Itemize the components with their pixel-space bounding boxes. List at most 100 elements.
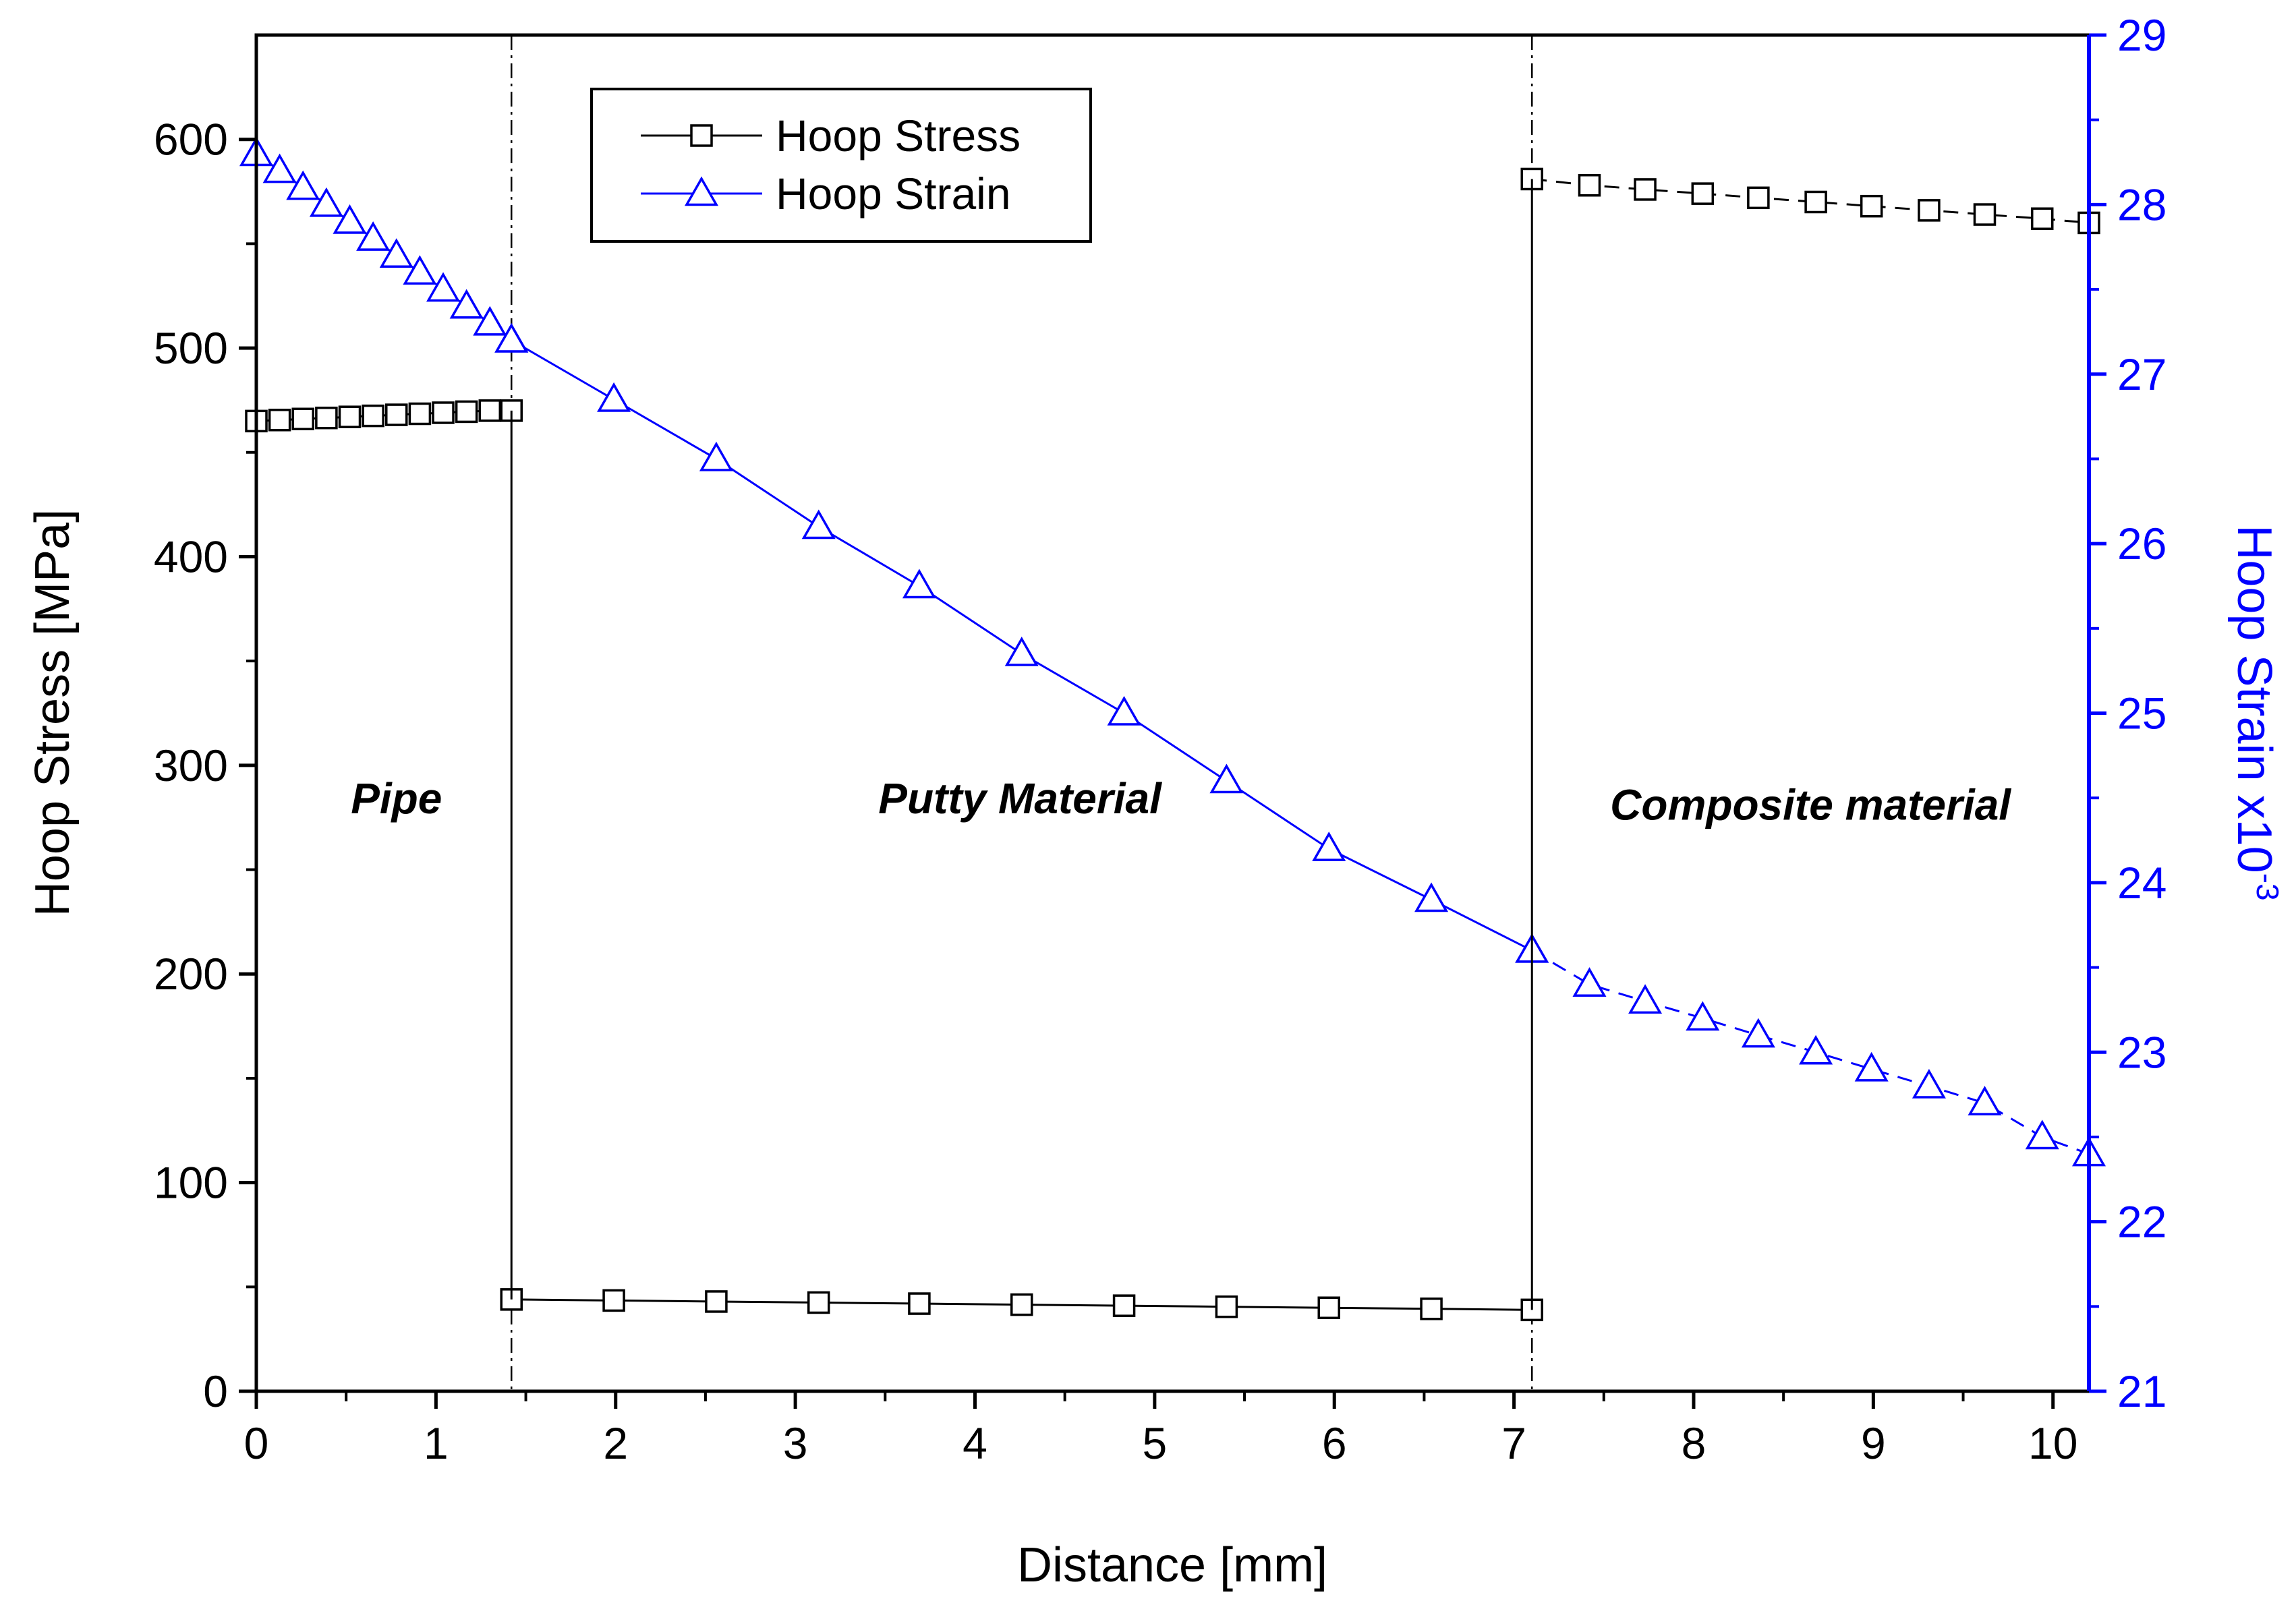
stress-data-point	[602, 1289, 625, 1312]
strain-data-point	[2025, 1119, 2059, 1150]
y-tick-label: 500	[154, 323, 228, 373]
legend-box	[590, 88, 1092, 243]
y-tick-label: 600	[154, 115, 228, 165]
y-tick-label: 200	[154, 949, 228, 999]
legend-hoop-strain-label: Hoop Strain	[776, 169, 1011, 218]
legend: Hoop Stress Hoop Strain	[590, 88, 1092, 243]
y2-tick-label: 25	[2117, 689, 2166, 738]
strain-data-point	[1686, 1001, 1720, 1031]
legend-hoop-strain-line	[641, 176, 762, 206]
legend-strain-marker	[684, 176, 719, 206]
region-label: Composite material	[1610, 780, 2011, 829]
y-tick-label: 100	[154, 1158, 228, 1208]
strain-data-point	[379, 238, 413, 268]
x-tick-label: 1	[424, 1418, 449, 1468]
stress-data-point	[268, 409, 291, 432]
strain-data-point	[1312, 832, 1346, 861]
strain-data-point	[699, 441, 733, 471]
x-axis-title: Distance [mm]	[1017, 1538, 1327, 1592]
region-label: Putty Material	[878, 774, 1162, 823]
stress-data-point	[408, 402, 432, 426]
stress-data-point	[338, 405, 362, 428]
strain-data-point	[801, 509, 836, 540]
strain-data-point	[426, 272, 461, 302]
stress-data-point	[1112, 1294, 1136, 1317]
y2-tick-label: 28	[2117, 179, 2166, 229]
x-axis-ticks: 0 1 2 3 4 5 6 7 8 9 10	[244, 1391, 2077, 1468]
x-tick-label: 8	[1682, 1418, 1706, 1468]
strain-data-point	[286, 170, 320, 200]
stress-data-point	[908, 1292, 931, 1315]
y2-axis-title-exponent: -3	[2250, 873, 2285, 901]
y2-tick-label: 24	[2117, 858, 2166, 908]
stress-data-point	[2030, 207, 2054, 231]
region-label: Pipe	[351, 774, 442, 823]
strain-data-point	[1741, 1018, 1775, 1048]
strain-data-point	[403, 255, 437, 285]
stress-data-point	[705, 1290, 728, 1313]
stress-data-point	[1317, 1296, 1340, 1319]
strain-data-point	[1209, 763, 1244, 794]
strain-data-point	[1854, 1051, 1889, 1082]
stress-data-point	[1804, 190, 1827, 214]
y2-tick-label: 21	[2117, 1366, 2166, 1416]
plot-frame	[254, 33, 2091, 1393]
stress-data-point	[432, 401, 455, 424]
x-tick-label: 0	[244, 1418, 269, 1468]
y-tick-label: 300	[154, 740, 228, 790]
strain-data-point	[309, 187, 343, 217]
stress-data-point	[385, 403, 408, 426]
stress-data-point	[1973, 203, 1997, 226]
stress-data-point	[291, 407, 315, 431]
series-line	[1532, 177, 2090, 224]
legend-hoop-stress-line	[641, 124, 762, 147]
stress-data-point	[1634, 178, 1657, 201]
y-axis-ticks: 0 100 200 300 400 500 600	[154, 115, 256, 1416]
x-tick-label: 10	[2028, 1418, 2077, 1468]
y2-axis-title-base: Hoop Strain x10	[2227, 525, 2281, 873]
stress-data-point	[807, 1291, 830, 1314]
stress-data-point	[1420, 1298, 1443, 1320]
strain-data-point	[262, 153, 297, 183]
y2-tick-label: 26	[2117, 519, 2166, 569]
y2-axis-title: Hoop Strain x10-3	[2227, 525, 2285, 900]
x-tick-label: 2	[603, 1418, 628, 1468]
strain-data-point	[1572, 967, 1607, 997]
legend-stress-marker	[690, 124, 713, 147]
strain-data-point	[902, 569, 936, 599]
x-tick-label: 7	[1501, 1418, 1526, 1468]
strain-data-point	[1912, 1068, 1946, 1099]
stress-data-point	[455, 400, 478, 424]
stress-data-point	[1691, 182, 1715, 205]
stress-data-point	[1747, 186, 1770, 210]
y2-axis-ticks: 21 22 23 24 25 26 27 28 29	[2089, 10, 2166, 1416]
hoop-strain-series	[239, 136, 2106, 1167]
stress-data-point	[1918, 199, 1941, 222]
strain-data-point	[1628, 984, 1663, 1014]
stress-data-point	[1578, 174, 1601, 197]
strain-data-point	[1107, 695, 1141, 726]
data-series	[239, 136, 2106, 1322]
strain-data-point	[494, 322, 529, 353]
y-tick-label: 0	[203, 1366, 228, 1416]
strain-data-point	[1799, 1034, 1833, 1065]
stress-data-point	[362, 404, 384, 428]
y2-tick-label: 27	[2117, 349, 2166, 399]
x-tick-label: 9	[1861, 1418, 1886, 1468]
strain-data-point	[1968, 1086, 2002, 1115]
y2-tick-label: 23	[2117, 1027, 2166, 1077]
strain-data-point	[333, 204, 367, 234]
strain-data-point	[597, 382, 631, 412]
x-tick-label: 3	[783, 1418, 808, 1468]
stress-data-point	[1215, 1295, 1238, 1318]
y2-tick-label: 29	[2117, 10, 2166, 60]
strain-data-point	[356, 221, 391, 251]
y-axis-title: Hoop Stress [MPa]	[26, 509, 80, 916]
x-tick-label: 6	[1322, 1418, 1347, 1468]
region-labels: Pipe Putty Material Composite material	[351, 774, 2011, 829]
stress-data-point	[1010, 1293, 1033, 1316]
stress-data-point	[1860, 194, 1883, 218]
